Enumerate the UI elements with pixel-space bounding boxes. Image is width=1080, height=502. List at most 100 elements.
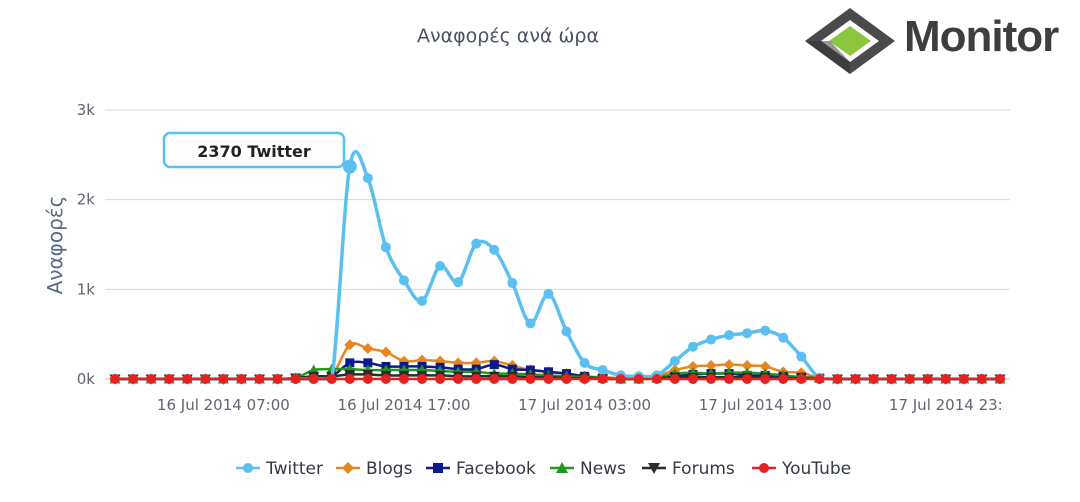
youtube-point[interactable]: [886, 374, 897, 384]
twitter-point[interactable]: [778, 332, 789, 343]
facebook-point[interactable]: [489, 360, 499, 370]
youtube-point[interactable]: [940, 374, 951, 384]
youtube-point[interactable]: [724, 374, 735, 384]
blogs-point[interactable]: [687, 360, 699, 372]
legend-item-facebook[interactable]: Facebook: [426, 459, 536, 479]
youtube-point[interactable]: [904, 374, 915, 384]
twitter-line: [114, 149, 1000, 381]
twitter-point[interactable]: [525, 318, 536, 329]
twitter-point[interactable]: [417, 295, 428, 306]
youtube-point[interactable]: [778, 374, 789, 384]
facebook-point[interactable]: [345, 358, 355, 368]
blogs-point[interactable]: [380, 346, 392, 358]
youtube-point[interactable]: [958, 374, 969, 384]
twitter-point[interactable]: [561, 326, 572, 337]
twitter-point[interactable]: [507, 278, 518, 289]
youtube-point[interactable]: [507, 374, 518, 384]
youtube-point[interactable]: [687, 374, 698, 384]
youtube-point[interactable]: [651, 374, 662, 384]
youtube-point[interactable]: [182, 374, 193, 384]
twitter-point[interactable]: [362, 173, 373, 184]
youtube-point[interactable]: [995, 374, 1005, 384]
youtube-point[interactable]: [850, 374, 861, 384]
youtube-point[interactable]: [633, 374, 644, 384]
youtube-point[interactable]: [417, 374, 428, 384]
youtube-point[interactable]: [344, 374, 355, 384]
y-tick-label: 3k: [77, 101, 96, 119]
youtube-point[interactable]: [525, 374, 536, 384]
youtube-point[interactable]: [218, 374, 229, 384]
facebook-point[interactable]: [363, 358, 373, 368]
blogs-point[interactable]: [344, 339, 356, 351]
youtube-point[interactable]: [489, 374, 500, 384]
twitter-point[interactable]: [453, 277, 464, 288]
youtube-point[interactable]: [326, 374, 337, 384]
twitter-point[interactable]: [398, 275, 409, 286]
twitter-point[interactable]: [342, 159, 357, 174]
legend-item-youtube[interactable]: YouTube: [752, 459, 851, 479]
youtube-point[interactable]: [561, 374, 572, 384]
youtube-point[interactable]: [380, 374, 391, 384]
x-tick-label: 16 Jul 2014 07:00: [157, 396, 290, 414]
legend-marker[interactable]: [759, 463, 769, 473]
legend[interactable]: Twitter Blogs Facebook News Forums YouTube: [236, 459, 851, 479]
youtube-point[interactable]: [435, 374, 446, 384]
youtube-point[interactable]: [742, 374, 753, 384]
youtube-point[interactable]: [362, 374, 373, 384]
twitter-point[interactable]: [489, 244, 500, 255]
youtube-point[interactable]: [128, 374, 139, 384]
youtube-point[interactable]: [471, 374, 482, 384]
youtube-point[interactable]: [760, 374, 771, 384]
twitter-point[interactable]: [760, 325, 771, 336]
legend-marker[interactable]: [342, 462, 354, 474]
youtube-point[interactable]: [615, 374, 626, 384]
youtube-point[interactable]: [164, 374, 175, 384]
youtube-point[interactable]: [398, 374, 409, 384]
legend-item-forums[interactable]: Forums: [642, 459, 735, 479]
blogs-point[interactable]: [362, 343, 374, 355]
youtube-point[interactable]: [200, 374, 211, 384]
twitter-point[interactable]: [471, 238, 482, 249]
youtube-point[interactable]: [236, 374, 247, 384]
legend-marker[interactable]: [243, 463, 253, 473]
twitter-point[interactable]: [380, 242, 391, 253]
youtube-point[interactable]: [868, 374, 879, 384]
twitter-point[interactable]: [597, 365, 608, 376]
youtube-point[interactable]: [254, 374, 265, 384]
blogs-point[interactable]: [741, 360, 753, 372]
twitter-point[interactable]: [796, 351, 807, 362]
legend-marker[interactable]: [556, 462, 568, 473]
youtube-point[interactable]: [706, 374, 717, 384]
youtube-point[interactable]: [976, 374, 987, 384]
youtube-point[interactable]: [579, 374, 590, 384]
youtube-point[interactable]: [669, 374, 680, 384]
youtube-point[interactable]: [597, 374, 608, 384]
youtube-point[interactable]: [453, 374, 464, 384]
youtube-point[interactable]: [922, 374, 933, 384]
blogs-point[interactable]: [759, 360, 771, 372]
youtube-point[interactable]: [832, 374, 843, 384]
youtube-point[interactable]: [110, 374, 120, 384]
twitter-point[interactable]: [706, 334, 717, 345]
twitter-point[interactable]: [579, 357, 590, 368]
twitter-point[interactable]: [687, 341, 698, 352]
youtube-point[interactable]: [543, 374, 554, 384]
legend-marker[interactable]: [648, 463, 660, 474]
youtube-point[interactable]: [146, 374, 157, 384]
youtube-point[interactable]: [290, 374, 301, 384]
youtube-point[interactable]: [308, 374, 319, 384]
blogs-point[interactable]: [723, 359, 735, 371]
twitter-point[interactable]: [724, 330, 735, 341]
youtube-point[interactable]: [796, 374, 807, 384]
legend-item-news[interactable]: News: [550, 459, 626, 479]
twitter-point[interactable]: [669, 356, 680, 367]
twitter-point[interactable]: [742, 328, 753, 339]
twitter-point[interactable]: [435, 261, 446, 272]
youtube-point[interactable]: [814, 374, 825, 384]
youtube-point[interactable]: [272, 374, 283, 384]
twitter-point[interactable]: [543, 288, 554, 299]
legend-item-twitter[interactable]: Twitter: [236, 459, 323, 479]
legend-marker[interactable]: [433, 463, 443, 473]
legend-item-blogs[interactable]: Blogs: [336, 459, 413, 479]
blogs-point[interactable]: [705, 360, 717, 372]
